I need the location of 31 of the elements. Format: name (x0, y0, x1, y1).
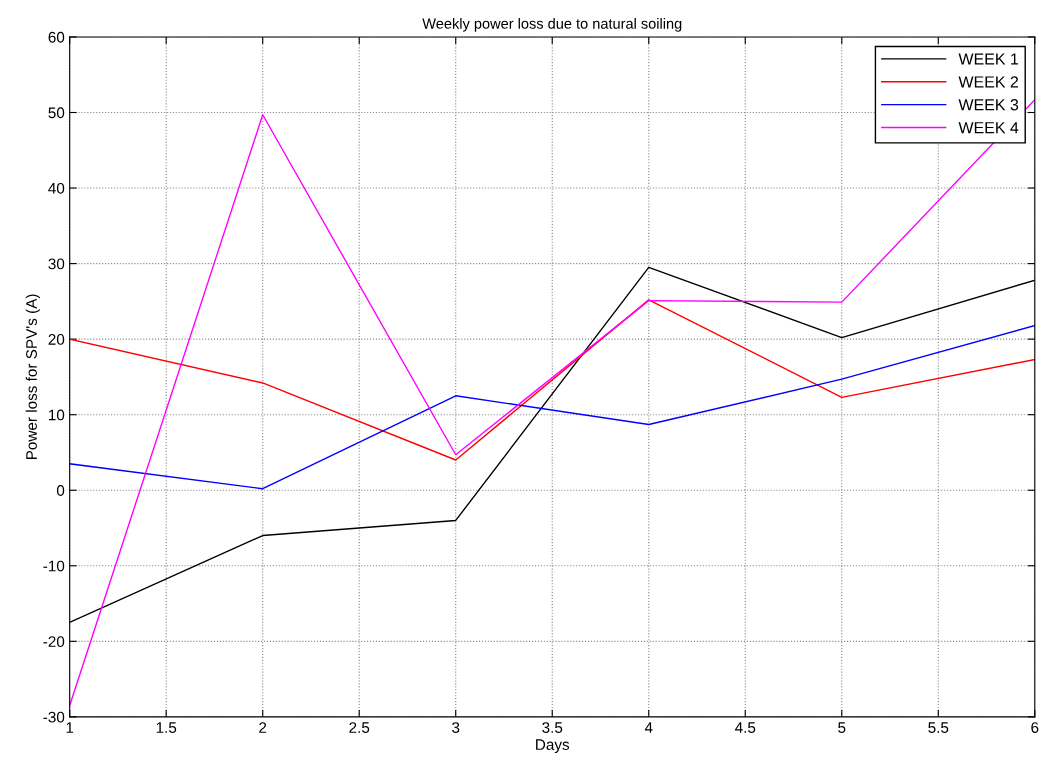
y-tick-label: -10 (43, 560, 65, 572)
legend-label: WEEK 4 (958, 122, 1019, 134)
x-tick-label: 1 (66, 722, 74, 733)
x-tick-label: 3 (452, 722, 460, 733)
x-tick-label: 4 (644, 722, 653, 733)
x-tick-label: 5 (838, 722, 846, 733)
x-tick-label: 5.5 (928, 722, 949, 733)
x-tick-label: 2.5 (349, 722, 370, 733)
chart-title: Weekly power loss due to natural soiling (422, 18, 682, 32)
y-tick-label: 50 (48, 107, 65, 119)
x-tick-label: 6 (1031, 722, 1039, 733)
x-tick-label: 2 (259, 722, 267, 733)
y-tick-label: 40 (48, 182, 65, 194)
y-tick-label: 60 (48, 31, 65, 43)
y-tick-label: 30 (48, 258, 65, 270)
y-tick-label: 0 (56, 485, 65, 496)
legend-label: WEEK 1 (958, 53, 1019, 65)
x-tick-label: 4.5 (735, 722, 756, 733)
y-axis-title: Power loss for SPV's (A) (25, 294, 40, 460)
y-tick-label: -20 (43, 636, 65, 648)
line-series (69, 98, 1035, 707)
y-tick-label: 20 (48, 334, 65, 345)
y-tick-label: -30 (43, 711, 65, 723)
y-tick-label: 10 (48, 409, 65, 421)
line-series (69, 324, 1035, 490)
legend-label: WEEK 2 (958, 76, 1019, 88)
line-series (69, 299, 1035, 461)
x-axis-title: Days (536, 739, 570, 753)
legend-label: WEEK 3 (958, 99, 1019, 111)
x-tick-label: 3.5 (542, 722, 563, 733)
x-tick-label: 1.5 (156, 722, 177, 733)
